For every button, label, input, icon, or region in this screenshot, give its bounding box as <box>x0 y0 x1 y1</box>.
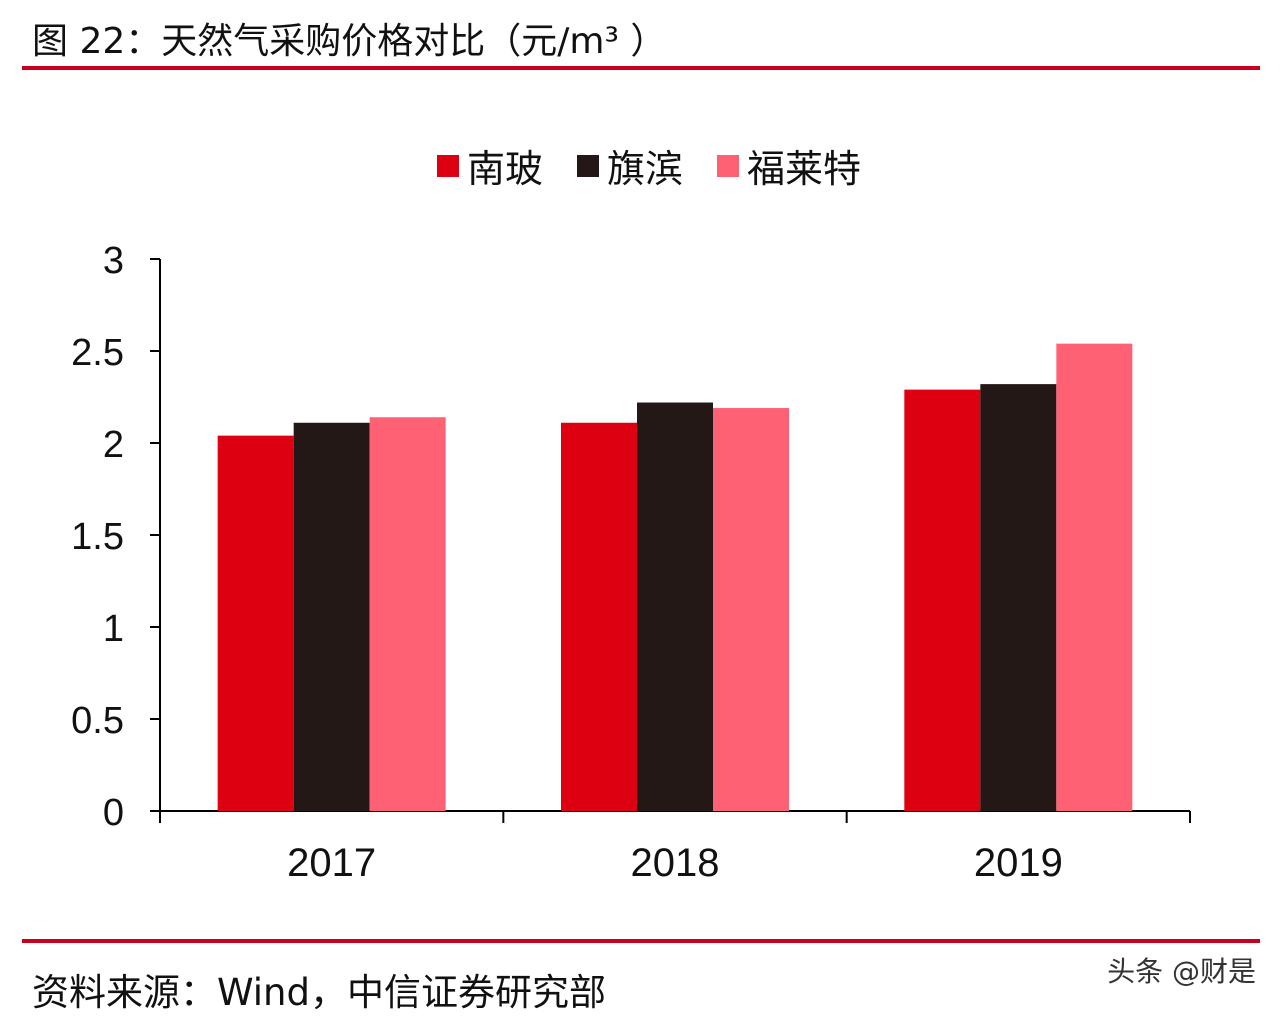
y-tick-label: 0 <box>103 792 124 834</box>
bar-2019-旗滨 <box>980 384 1057 811</box>
legend-swatch <box>717 154 739 177</box>
legend-item: 福莱特 <box>717 138 861 193</box>
y-tick-label: 2.5 <box>71 332 124 374</box>
y-tick-label: 3 <box>103 240 124 282</box>
x-tick-label: 2018 <box>631 841 720 885</box>
x-tick-label: 2019 <box>974 841 1063 885</box>
y-tick-label: 1.5 <box>71 516 124 558</box>
legend-item: 旗滨 <box>576 138 683 193</box>
legend-label: 南玻 <box>466 147 543 191</box>
legend-swatch <box>436 154 459 177</box>
legend-label: 旗滨 <box>606 147 683 191</box>
title-divider <box>22 66 1260 70</box>
bar-2018-旗滨 <box>637 402 713 811</box>
x-tick-label: 2017 <box>287 841 376 885</box>
y-tick-label: 0.5 <box>71 700 124 742</box>
watermark: 头条 @财是 <box>1107 955 1256 988</box>
y-tick-label: 2 <box>103 424 124 466</box>
bar-2018-南玻 <box>561 422 637 811</box>
bar-2018-福莱特 <box>713 408 789 811</box>
y-tick-label: 1 <box>103 608 124 650</box>
legend: 南玻 旗滨 福莱特 <box>0 138 1286 193</box>
source-note: 资料来源：Wind，中信证券研究部 <box>32 971 606 1014</box>
chart-title: 图 22：天然气采购价格对比（元/m³ ） <box>32 21 667 62</box>
bar-2017-南玻 <box>217 435 294 811</box>
bar-2017-旗滨 <box>293 422 370 811</box>
footer-divider <box>22 939 1260 943</box>
legend-swatch <box>576 154 599 177</box>
bar-2017-福莱特 <box>369 417 446 811</box>
legend-label: 福莱特 <box>747 147 862 191</box>
bar-2019-福莱特 <box>1056 343 1133 811</box>
bar-2019-南玻 <box>904 389 981 811</box>
legend-item: 南玻 <box>436 138 543 193</box>
